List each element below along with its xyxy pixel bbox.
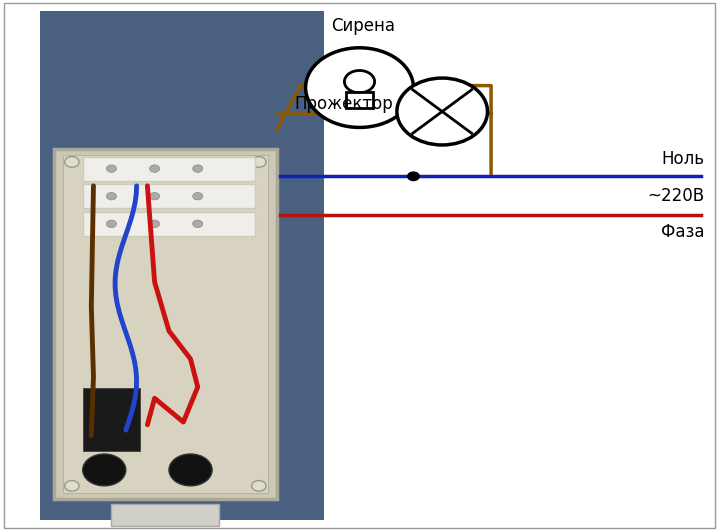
Circle shape [252,481,266,491]
Circle shape [150,220,160,228]
Circle shape [106,193,116,200]
Circle shape [193,220,203,228]
Text: Прожектор: Прожектор [295,95,393,113]
Bar [54,149,277,499]
Text: ~220В: ~220В [648,187,705,204]
Bar [83,388,140,451]
Bar [63,155,268,493]
Circle shape [106,165,116,173]
Circle shape [252,157,266,167]
Bar [83,184,255,208]
Circle shape [106,220,116,228]
Circle shape [150,193,160,200]
Text: Сирена: Сирена [331,16,395,35]
Bar [83,157,255,181]
Bar [83,212,255,236]
Circle shape [408,172,419,181]
Circle shape [65,157,79,167]
Text: Ноль: Ноль [661,150,705,168]
Bar [346,92,373,108]
Circle shape [169,454,212,486]
Circle shape [65,481,79,491]
Circle shape [306,48,413,127]
Circle shape [193,165,203,173]
Circle shape [83,454,126,486]
Circle shape [344,71,375,93]
Circle shape [193,193,203,200]
Text: Фаза: Фаза [661,223,705,241]
Bar [40,11,324,520]
Bar [111,504,219,526]
Circle shape [150,165,160,173]
Circle shape [397,78,487,145]
